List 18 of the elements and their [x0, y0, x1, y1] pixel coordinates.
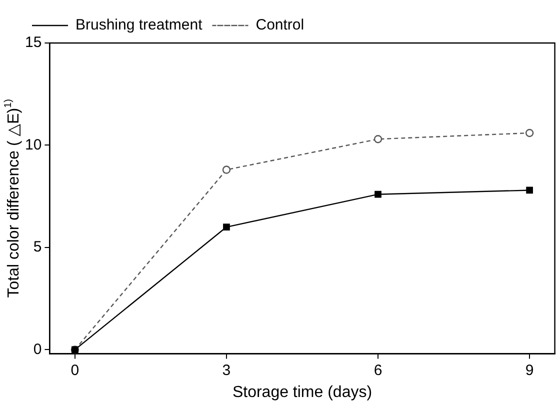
- x-tick-label: 0: [70, 362, 80, 379]
- y-axis-title: Total color difference ( △E)1): [2, 99, 22, 298]
- y-tick-label: 0: [33, 340, 42, 358]
- x-tick-label: 9: [525, 362, 534, 379]
- y-tick-label: 10: [24, 136, 42, 154]
- point: [374, 135, 382, 144]
- point: [526, 186, 533, 194]
- point: [374, 190, 382, 198]
- x-tick-label: 3: [222, 362, 231, 379]
- legend-label: Control: [256, 16, 304, 34]
- point: [223, 224, 230, 230]
- legend-label: Brushing treatment: [76, 16, 204, 34]
- y-tick-label: 15: [24, 34, 42, 52]
- point: [525, 128, 534, 138]
- x-axis-title: Storage time (days): [232, 384, 372, 401]
- y-tick-label: 5: [33, 238, 42, 256]
- point: [222, 166, 231, 174]
- x-tick-label: 6: [374, 362, 382, 379]
